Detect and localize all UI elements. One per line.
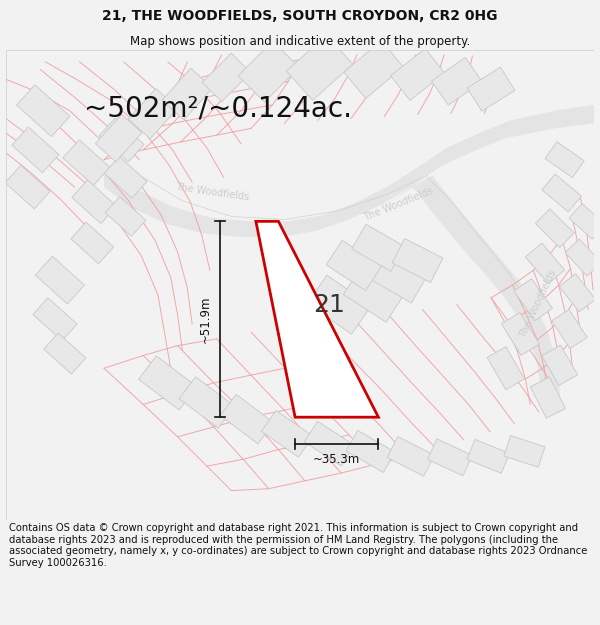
- Polygon shape: [104, 156, 147, 198]
- Polygon shape: [427, 439, 472, 476]
- Polygon shape: [413, 176, 560, 412]
- Polygon shape: [105, 197, 146, 236]
- Polygon shape: [63, 140, 110, 186]
- Polygon shape: [369, 251, 427, 303]
- Polygon shape: [256, 221, 379, 418]
- Polygon shape: [238, 41, 299, 102]
- Polygon shape: [545, 142, 584, 177]
- Polygon shape: [44, 333, 86, 374]
- Polygon shape: [344, 41, 403, 99]
- Text: ~502m²/~0.124ac.: ~502m²/~0.124ac.: [85, 94, 352, 122]
- Polygon shape: [502, 312, 539, 356]
- Polygon shape: [559, 274, 595, 312]
- Polygon shape: [12, 127, 59, 173]
- Polygon shape: [286, 35, 353, 100]
- Polygon shape: [569, 204, 600, 239]
- Polygon shape: [552, 309, 587, 349]
- Polygon shape: [307, 275, 371, 334]
- Polygon shape: [542, 174, 581, 212]
- Polygon shape: [33, 298, 77, 341]
- Polygon shape: [220, 394, 274, 444]
- Text: The Woodfields: The Woodfields: [362, 186, 434, 223]
- Polygon shape: [392, 239, 443, 282]
- Text: 21: 21: [313, 292, 346, 317]
- Text: ~51.9m: ~51.9m: [199, 296, 212, 343]
- Text: Contains OS data © Crown copyright and database right 2021. This information is : Contains OS data © Crown copyright and d…: [9, 523, 587, 568]
- Polygon shape: [467, 439, 509, 473]
- Polygon shape: [388, 176, 433, 204]
- Polygon shape: [162, 68, 212, 120]
- Polygon shape: [391, 49, 445, 101]
- Polygon shape: [99, 118, 144, 162]
- Text: 21, THE WOODFIELDS, SOUTH CROYDON, CR2 0HG: 21, THE WOODFIELDS, SOUTH CROYDON, CR2 0…: [102, 9, 498, 23]
- Polygon shape: [72, 180, 116, 224]
- Polygon shape: [139, 356, 197, 410]
- Text: The Woodfields: The Woodfields: [175, 182, 249, 202]
- Polygon shape: [431, 58, 482, 105]
- Text: The Woodfields: The Woodfields: [518, 269, 559, 341]
- Polygon shape: [17, 85, 70, 137]
- Polygon shape: [343, 268, 404, 322]
- Polygon shape: [504, 436, 545, 468]
- Polygon shape: [467, 67, 515, 111]
- Polygon shape: [262, 411, 313, 457]
- Polygon shape: [526, 243, 565, 284]
- Polygon shape: [304, 421, 355, 466]
- Polygon shape: [346, 431, 395, 472]
- Polygon shape: [565, 239, 600, 276]
- Text: Map shows position and indicative extent of the property.: Map shows position and indicative extent…: [130, 35, 470, 48]
- Polygon shape: [179, 377, 235, 428]
- Polygon shape: [95, 114, 142, 162]
- Polygon shape: [542, 345, 578, 386]
- Polygon shape: [514, 279, 553, 321]
- Polygon shape: [202, 53, 251, 102]
- Polygon shape: [530, 377, 566, 418]
- Polygon shape: [535, 209, 574, 248]
- Text: ~35.3m: ~35.3m: [313, 453, 361, 466]
- Polygon shape: [326, 240, 382, 291]
- Polygon shape: [387, 436, 434, 476]
- Polygon shape: [128, 89, 178, 139]
- Polygon shape: [5, 165, 50, 209]
- Polygon shape: [35, 256, 85, 304]
- Polygon shape: [352, 224, 405, 271]
- Polygon shape: [487, 347, 524, 390]
- Polygon shape: [71, 222, 113, 264]
- Polygon shape: [104, 105, 594, 237]
